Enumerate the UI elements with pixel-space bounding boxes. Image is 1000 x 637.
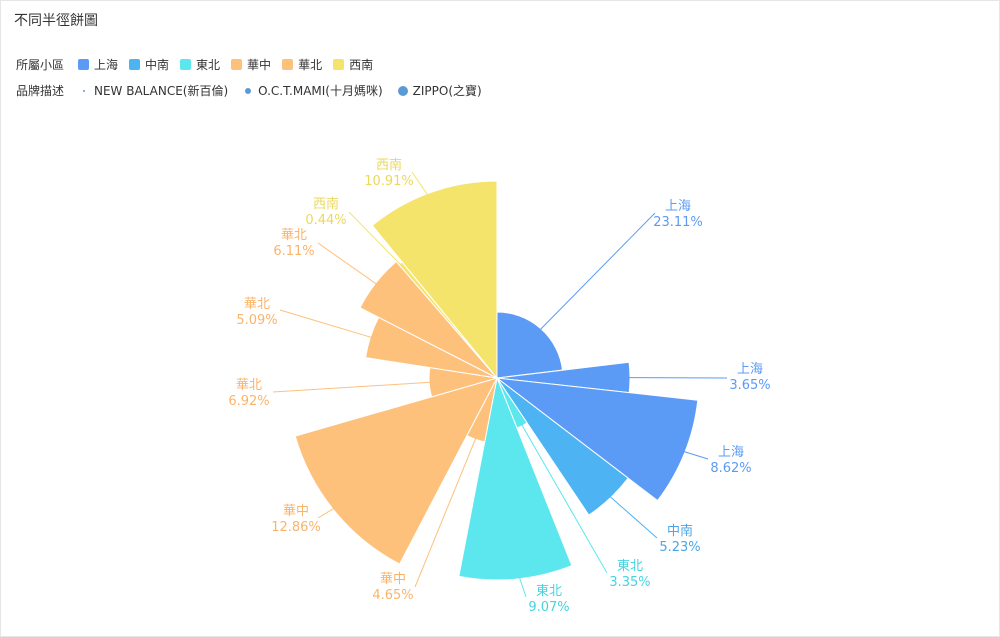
slice-region-label: 華中 bbox=[380, 572, 406, 587]
label-leader-line bbox=[600, 488, 658, 539]
legend-item-label: 上海 bbox=[94, 58, 119, 72]
chart-title: 不同半徑餅圖 bbox=[14, 13, 98, 29]
slice-percent-label: 5.23% bbox=[659, 540, 700, 555]
slice-percent-label: 5.09% bbox=[236, 313, 277, 328]
slice-percent-label: 12.86% bbox=[271, 520, 321, 535]
label-leader-line bbox=[348, 211, 409, 273]
legend-swatch bbox=[78, 59, 89, 70]
label-leader-line bbox=[317, 242, 386, 291]
pie-slice[interactable] bbox=[359, 260, 498, 379]
legend-item[interactable]: ZIPPO(之寶) bbox=[397, 82, 482, 99]
legend-item[interactable]: 中南 bbox=[129, 56, 169, 73]
legend-item-label: O.C.T.MAMI(十月媽咪) bbox=[258, 84, 383, 98]
legend-swatch bbox=[333, 59, 345, 70]
slice-region-label: 華北 bbox=[236, 378, 262, 393]
legend-item[interactable]: O.C.T.MAMI(十月媽咪) bbox=[242, 82, 383, 99]
pie-slice[interactable] bbox=[371, 180, 498, 380]
slice-region-label: 東北 bbox=[617, 558, 643, 574]
pie-slice[interactable] bbox=[458, 376, 573, 581]
label-leader-line bbox=[411, 171, 437, 208]
legend-item[interactable]: 西南 bbox=[333, 56, 373, 73]
legend-swatch bbox=[180, 59, 192, 70]
slice-percent-label: 23.11% bbox=[653, 215, 703, 230]
slice-percent-label: 6.11% bbox=[273, 244, 314, 259]
label-leader-line bbox=[619, 377, 728, 379]
color-legend-label: 所屬小區 bbox=[16, 58, 65, 72]
slice-percent-label: 6.92% bbox=[228, 394, 269, 409]
slice-region-label: 上海 bbox=[737, 362, 763, 377]
pie-slice[interactable] bbox=[496, 311, 564, 379]
legend-item[interactable]: 東北 bbox=[180, 56, 220, 73]
slice-percent-label: 9.07% bbox=[528, 600, 569, 615]
slice-percent-label: 0.44% bbox=[305, 213, 346, 228]
size-dot-icon bbox=[397, 85, 408, 96]
slice-region-label: 華中 bbox=[283, 504, 309, 519]
legend-item-label: 華中 bbox=[247, 58, 272, 72]
slice-region-label: 中南 bbox=[667, 523, 693, 539]
label-leader-line bbox=[669, 446, 709, 460]
size-dot-icon bbox=[83, 89, 85, 92]
pie-slice[interactable] bbox=[496, 377, 629, 516]
slice-percent-label: 8.62% bbox=[710, 461, 751, 476]
label-leader-line bbox=[272, 381, 435, 393]
legend-item[interactable]: NEW BALANCE(新百倫) bbox=[78, 82, 228, 99]
slice-region-label: 上海 bbox=[665, 199, 691, 214]
pie-slice[interactable] bbox=[294, 377, 498, 565]
slice-region-label: 華北 bbox=[281, 228, 307, 243]
legend-item-label: 華北 bbox=[298, 58, 323, 72]
label-leader-line bbox=[414, 434, 478, 588]
label-leader-line bbox=[514, 562, 527, 598]
legend-swatch bbox=[231, 59, 243, 70]
label-leader-line bbox=[317, 499, 348, 519]
slice-region-label: 上海 bbox=[718, 445, 744, 460]
size-legend-label: 品牌描述 bbox=[16, 84, 65, 98]
slice-region-label: 華北 bbox=[244, 297, 270, 312]
pie-slice[interactable] bbox=[495, 377, 699, 502]
slice-region-label: 西南 bbox=[313, 196, 339, 212]
slice-percent-label: 10.91% bbox=[364, 174, 414, 189]
legend-item-label: NEW BALANCE(新百倫) bbox=[94, 84, 229, 98]
slice-percent-label: 4.65% bbox=[372, 588, 413, 603]
legend-item-label: ZIPPO(之寶) bbox=[412, 84, 482, 98]
slice-percent-label: 3.35% bbox=[609, 575, 650, 590]
legend-swatch bbox=[129, 59, 141, 70]
legend-item-label: 東北 bbox=[196, 58, 221, 72]
size-dot-icon bbox=[245, 87, 252, 94]
legend-item[interactable]: 華北 bbox=[282, 56, 322, 73]
legend-item[interactable]: 上海 bbox=[78, 56, 118, 73]
slice-region-label: 西南 bbox=[376, 157, 402, 173]
legend-item[interactable]: 華中 bbox=[231, 56, 271, 73]
slice-region-label: 東北 bbox=[536, 583, 562, 599]
size-legend: 品牌描述 NEW BALANCE(新百倫) O.C.T.MAMI(十月媽咪) ZIP… bbox=[16, 82, 496, 99]
label-leader-line bbox=[279, 309, 381, 341]
legend-item-label: 西南 bbox=[349, 58, 374, 72]
legend-item-label: 中南 bbox=[145, 58, 170, 72]
slice-percent-label: 3.65% bbox=[729, 378, 770, 393]
color-legend: 所屬小區 上海 中南 東北 華中 華北 西南 bbox=[16, 56, 384, 73]
label-leader-line bbox=[519, 421, 608, 574]
label-leader-line bbox=[536, 212, 656, 333]
legend-swatch bbox=[282, 59, 294, 70]
